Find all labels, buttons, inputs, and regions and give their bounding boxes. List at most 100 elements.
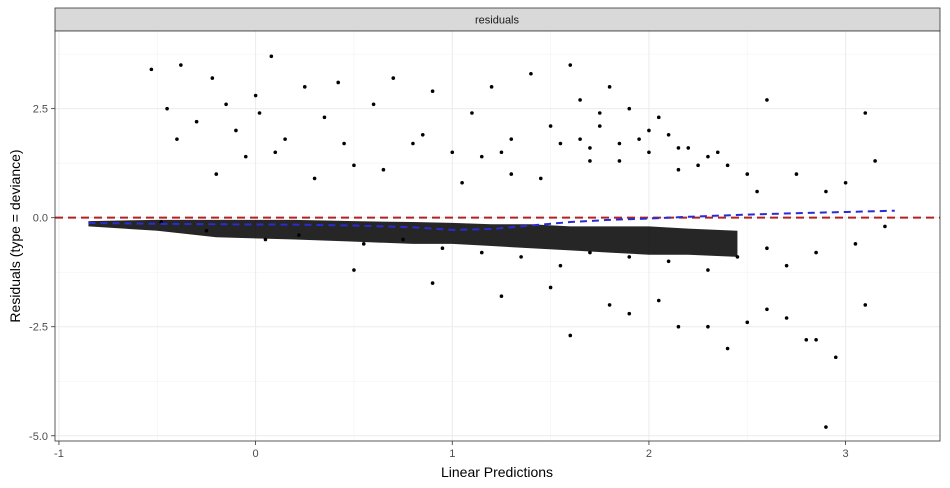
residual-point (873, 159, 877, 163)
residual-point (627, 255, 632, 259)
residual-point (336, 80, 341, 85)
residual-point (833, 355, 838, 360)
residual-point (843, 180, 848, 185)
residual-point (499, 294, 504, 298)
residual-point (568, 63, 573, 67)
residual-point (253, 93, 258, 98)
residual-point (765, 307, 769, 312)
residual-point (479, 154, 484, 159)
residual-point (578, 98, 582, 102)
residual-point (647, 150, 651, 155)
residual-point (479, 250, 484, 255)
residual-point (371, 102, 376, 107)
residual-point (676, 146, 681, 150)
x-tick-label: 1 (449, 448, 455, 460)
panel-border (54, 30, 941, 442)
residual-point (597, 111, 602, 115)
y-tick-label: -2.5 (29, 322, 48, 334)
residual-point (706, 268, 710, 272)
residual-point (509, 172, 514, 176)
y-tick-label: 2.5 (33, 104, 48, 116)
residual-point (784, 316, 789, 320)
residual-point (656, 298, 661, 303)
residual-point (450, 150, 455, 155)
residual-point (342, 141, 346, 146)
residual-point (548, 285, 553, 290)
residual-point (597, 124, 602, 128)
residual-point (607, 303, 612, 307)
residual-point (214, 172, 219, 176)
residual-point (824, 425, 828, 429)
residual-point (194, 119, 199, 124)
residual-point (686, 146, 691, 150)
residual-point (676, 167, 681, 172)
residual-point (725, 163, 730, 168)
y-axis-title: Residuals (type = deviance) (7, 149, 23, 322)
residual-point (297, 233, 301, 237)
residual-point (617, 159, 622, 163)
residual-point (302, 85, 307, 89)
residual-point (322, 115, 327, 120)
residual-point (210, 76, 215, 80)
residual-point (755, 189, 759, 194)
smooth-trend-line (88, 209, 895, 231)
residual-point (381, 167, 386, 172)
residual-point (588, 159, 592, 163)
residual-point (509, 137, 514, 141)
residual-point (548, 124, 553, 128)
residual-point (804, 338, 809, 342)
residual-point (588, 146, 592, 150)
residual-point (883, 224, 887, 229)
y-axis-ticks: -5.0 -2.5 0.0 2.5 (29, 104, 55, 443)
residual-point (794, 172, 799, 176)
residual-point (627, 311, 632, 316)
residual-point (745, 172, 750, 176)
residual-point (430, 281, 435, 285)
residual-point (578, 137, 582, 141)
residual-point (243, 154, 248, 159)
residual-point (863, 303, 868, 307)
residual-points (149, 54, 887, 429)
residual-point (558, 263, 563, 268)
residual-point (666, 259, 671, 264)
residual-point (824, 189, 828, 194)
residual-point (706, 154, 710, 159)
residual-point (312, 176, 317, 181)
y-tick-label: 0.0 (33, 213, 48, 225)
residual-point (460, 180, 464, 185)
residual-point (863, 111, 868, 115)
residual-point (234, 128, 238, 133)
residual-point (607, 85, 612, 89)
x-tick-label: 0 (253, 448, 259, 460)
residual-point (853, 242, 858, 246)
residual-point (529, 71, 533, 76)
residual-point (627, 106, 632, 111)
fit-lines (55, 209, 940, 231)
residual-point (637, 137, 641, 141)
residual-point (352, 268, 356, 272)
residual-point (568, 333, 573, 338)
residual-point (165, 106, 169, 111)
residual-point (204, 228, 209, 233)
x-tick-label: -1 (54, 448, 64, 460)
residual-point (538, 176, 543, 181)
residual-point (224, 102, 228, 107)
residual-point (269, 54, 274, 59)
residual-point (273, 150, 278, 155)
residual-point (489, 85, 494, 89)
residual-point (706, 324, 710, 329)
residual-point (814, 338, 818, 342)
x-axis-ticks: -1 0 1 2 3 (54, 441, 849, 460)
residual-point (765, 246, 769, 251)
residual-point (470, 111, 474, 115)
residual-point (519, 255, 523, 259)
residual-point (175, 137, 179, 141)
residual-point (715, 150, 720, 155)
residual-point (499, 150, 504, 155)
residual-point (430, 89, 435, 93)
dense-residual-band (88, 219, 738, 257)
residual-point (735, 255, 740, 259)
residual-point (440, 246, 445, 251)
residual-point (420, 133, 425, 137)
